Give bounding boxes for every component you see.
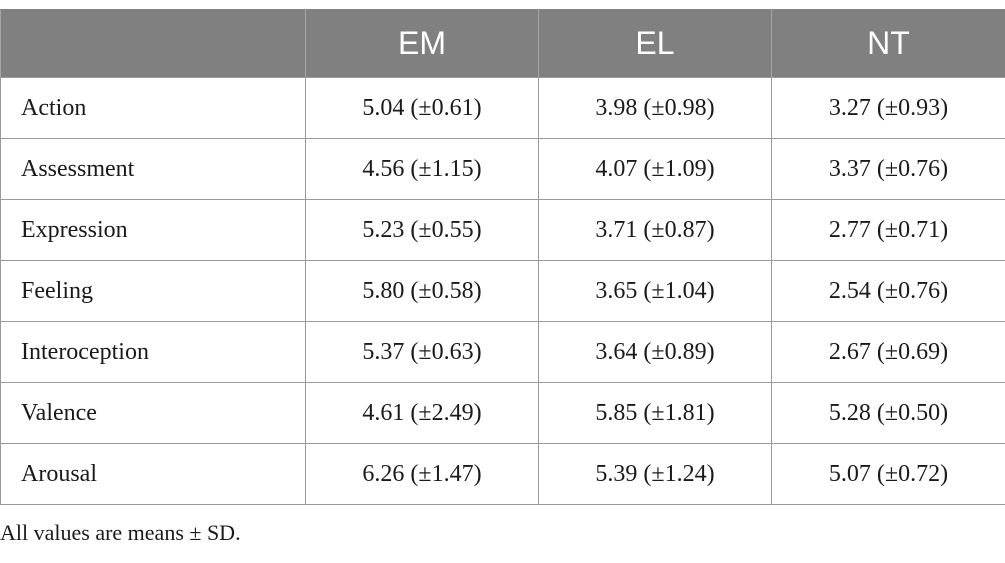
cell-em: 5.23 (±0.55) bbox=[305, 199, 539, 261]
cell-el: 3.64 (±0.89) bbox=[538, 321, 772, 383]
table-row: Expression 5.23 (±0.55) 3.71 (±0.87) 2.7… bbox=[0, 199, 1005, 261]
row-label: Feeling bbox=[0, 260, 306, 322]
cell-el: 3.98 (±0.98) bbox=[538, 77, 772, 139]
cell-el: 4.07 (±1.09) bbox=[538, 138, 772, 200]
cell-nt: 5.07 (±0.72) bbox=[771, 443, 1005, 505]
row-label: Action bbox=[0, 77, 306, 139]
cell-nt: 3.27 (±0.93) bbox=[771, 77, 1005, 139]
cell-nt: 5.28 (±0.50) bbox=[771, 382, 1005, 444]
table-row: Action 5.04 (±0.61) 3.98 (±0.98) 3.27 (±… bbox=[0, 77, 1005, 139]
cell-em: 4.56 (±1.15) bbox=[305, 138, 539, 200]
table-row: Interoception 5.37 (±0.63) 3.64 (±0.89) … bbox=[0, 321, 1005, 383]
row-label: Assessment bbox=[0, 138, 306, 200]
table-header: EM EL NT bbox=[0, 9, 1005, 78]
header-row: EM EL NT bbox=[0, 9, 1005, 78]
means-table: EM EL NT Action 5.04 (±0.61) 3.98 (±0.98… bbox=[0, 9, 1005, 505]
cell-em: 4.61 (±2.49) bbox=[305, 382, 539, 444]
cell-el: 5.39 (±1.24) bbox=[538, 443, 772, 505]
table-row: Assessment 4.56 (±1.15) 4.07 (±1.09) 3.3… bbox=[0, 138, 1005, 200]
cell-nt: 3.37 (±0.76) bbox=[771, 138, 1005, 200]
cell-el: 3.65 (±1.04) bbox=[538, 260, 772, 322]
table-footnote: All values are means ± SD. bbox=[0, 520, 241, 545]
cell-nt: 2.77 (±0.71) bbox=[771, 199, 1005, 261]
row-label: Arousal bbox=[0, 443, 306, 505]
cell-nt: 2.54 (±0.76) bbox=[771, 260, 1005, 322]
cell-nt: 2.67 (±0.69) bbox=[771, 321, 1005, 383]
cell-em: 5.80 (±0.58) bbox=[305, 260, 539, 322]
row-label: Expression bbox=[0, 199, 306, 261]
cell-el: 5.85 (±1.81) bbox=[538, 382, 772, 444]
row-label: Interoception bbox=[0, 321, 306, 383]
row-label: Valence bbox=[0, 382, 306, 444]
table-row: Feeling 5.80 (±0.58) 3.65 (±1.04) 2.54 (… bbox=[0, 260, 1005, 322]
header-cell-el: EL bbox=[538, 9, 772, 78]
table-row: Valence 4.61 (±2.49) 5.85 (±1.81) 5.28 (… bbox=[0, 382, 1005, 444]
table-row: Arousal 6.26 (±1.47) 5.39 (±1.24) 5.07 (… bbox=[0, 443, 1005, 505]
table-body: Action 5.04 (±0.61) 3.98 (±0.98) 3.27 (±… bbox=[0, 77, 1005, 505]
cell-em: 5.04 (±0.61) bbox=[305, 77, 539, 139]
header-cell-nt: NT bbox=[771, 9, 1005, 78]
cell-em: 6.26 (±1.47) bbox=[305, 443, 539, 505]
data-table-container: EM EL NT Action 5.04 (±0.61) 3.98 (±0.98… bbox=[0, 9, 1005, 505]
cell-em: 5.37 (±0.63) bbox=[305, 321, 539, 383]
header-cell-empty bbox=[0, 9, 306, 78]
cell-el: 3.71 (±0.87) bbox=[538, 199, 772, 261]
header-cell-em: EM bbox=[305, 9, 539, 78]
